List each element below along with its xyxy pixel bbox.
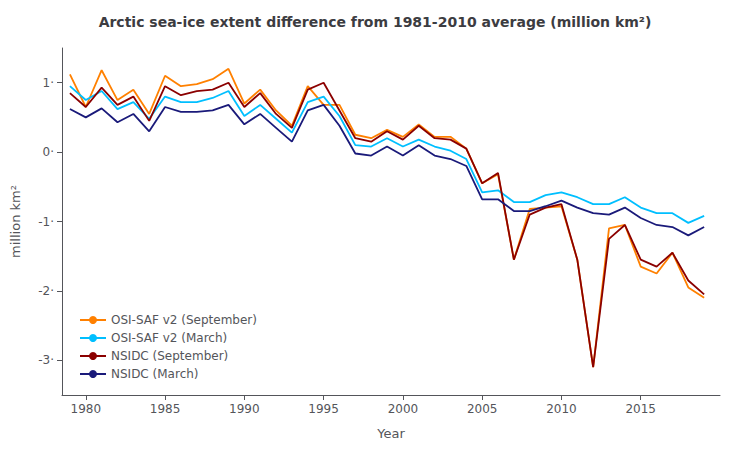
svg-text:2005: 2005 xyxy=(467,402,498,416)
svg-text:-2·: -2· xyxy=(38,284,54,298)
svg-text:OSI-SAF v2 (March): OSI-SAF v2 (March) xyxy=(111,331,227,345)
svg-text:million km²: million km² xyxy=(8,185,23,258)
svg-text:2015: 2015 xyxy=(625,402,656,416)
svg-text:1990: 1990 xyxy=(229,402,260,416)
svg-text:1995: 1995 xyxy=(308,402,339,416)
svg-text:1985: 1985 xyxy=(150,402,181,416)
svg-text:NSIDC (March): NSIDC (March) xyxy=(111,367,199,381)
svg-text:2000: 2000 xyxy=(388,402,419,416)
svg-text:OSI-SAF v2 (September): OSI-SAF v2 (September) xyxy=(111,313,257,327)
svg-text:1980: 1980 xyxy=(71,402,102,416)
svg-text:-1·: -1· xyxy=(38,215,54,229)
svg-text:NSIDC (September): NSIDC (September) xyxy=(111,349,228,363)
svg-text:Arctic sea-ice extent differen: Arctic sea-ice extent difference from 19… xyxy=(99,14,652,30)
svg-text:0·: 0· xyxy=(43,145,54,159)
svg-text:-3·: -3· xyxy=(38,353,54,367)
svg-text:Year: Year xyxy=(376,426,405,441)
svg-text:1·: 1· xyxy=(43,76,54,90)
svg-text:2010: 2010 xyxy=(546,402,577,416)
